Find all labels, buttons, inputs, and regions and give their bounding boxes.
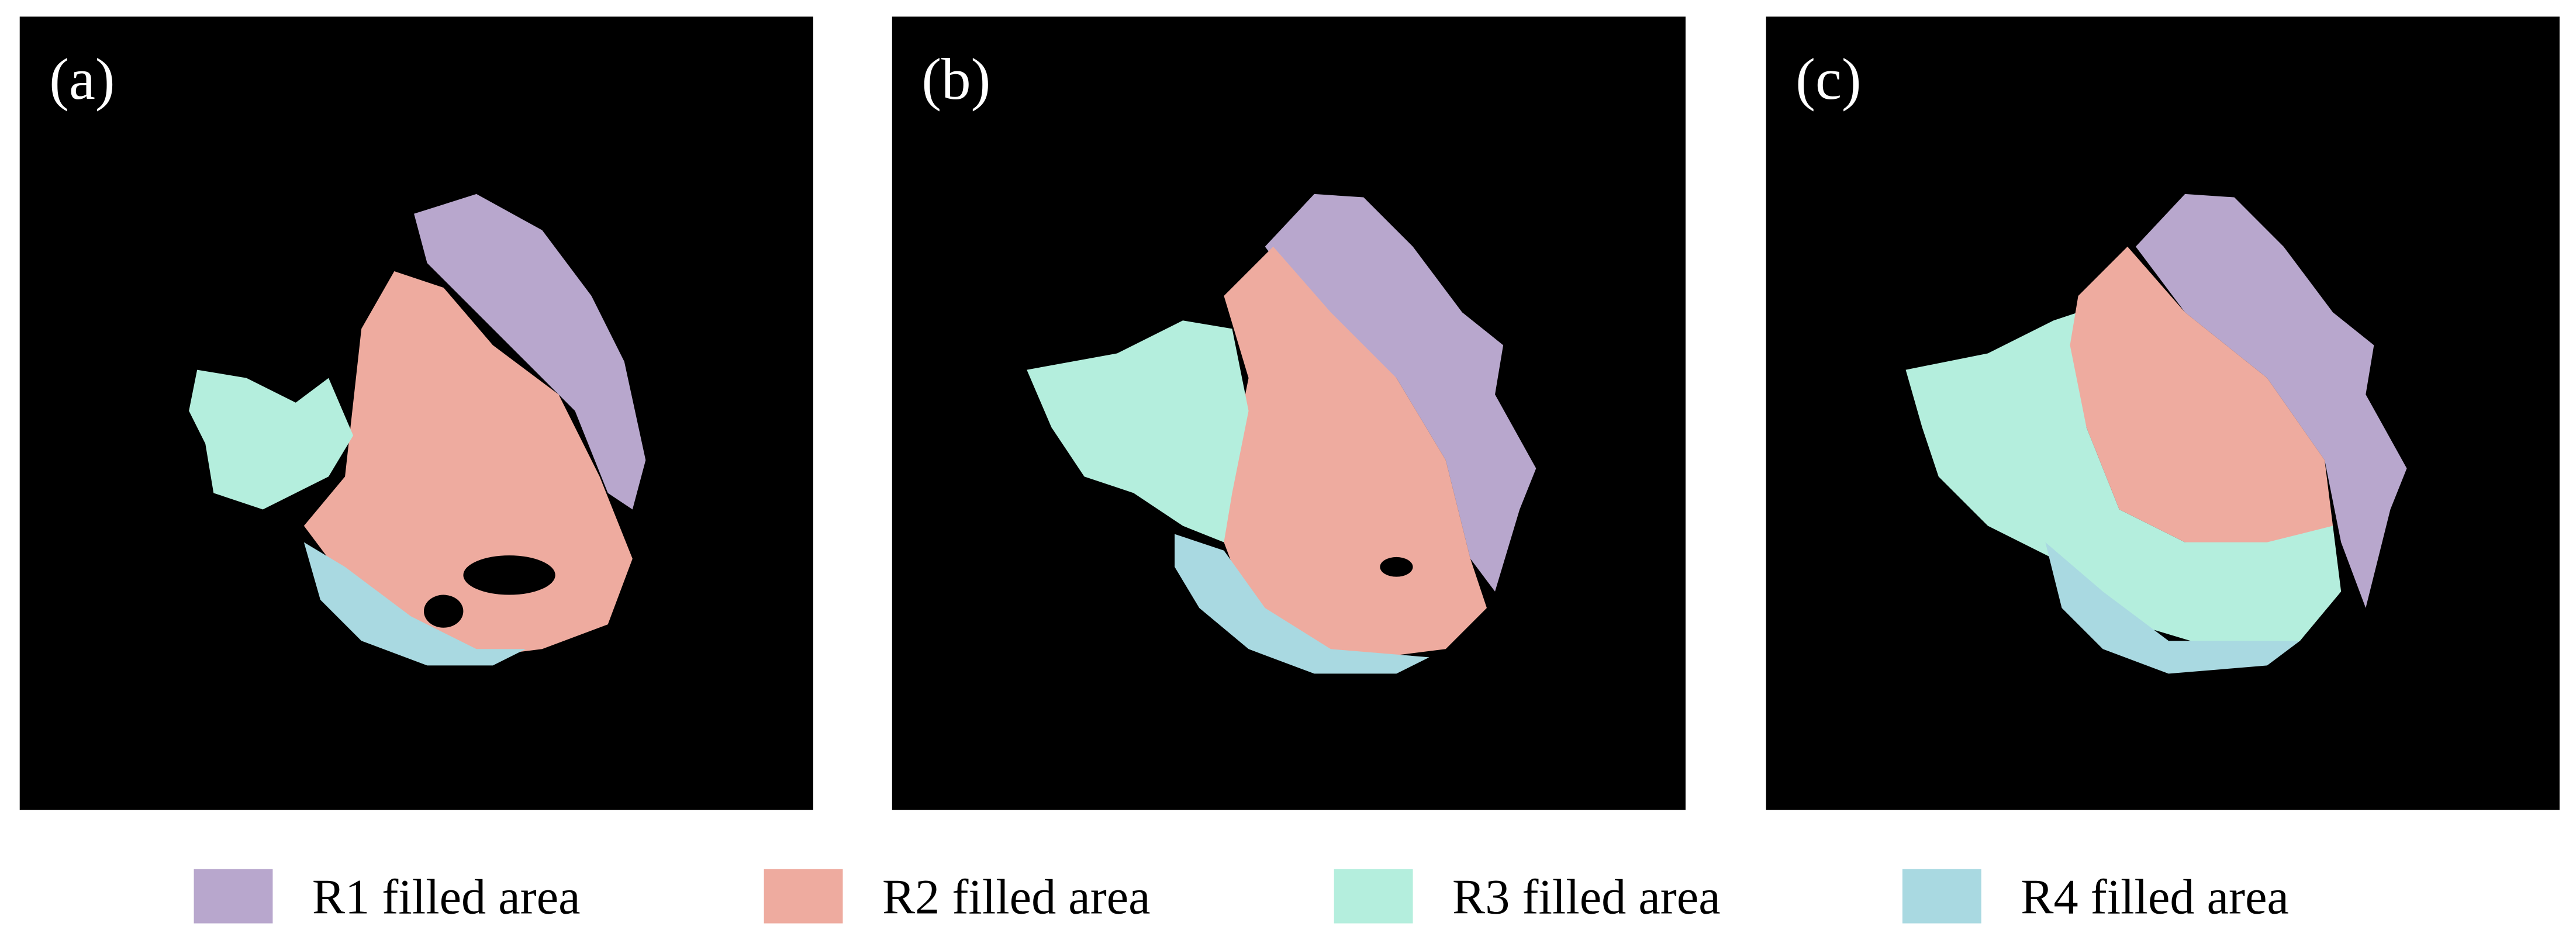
region-r1 xyxy=(414,193,646,510)
void xyxy=(463,555,555,595)
legend-label: R2 filled area xyxy=(882,870,1151,924)
legend-label: R3 filled area xyxy=(1452,870,1721,924)
region-r1 xyxy=(2135,193,2407,609)
region-r1 xyxy=(1265,193,1536,592)
legend-label: R4 filled area xyxy=(2021,870,2289,924)
legend-swatch xyxy=(194,869,273,924)
panel-label: (a) xyxy=(49,46,115,112)
legend-swatch xyxy=(1902,869,1981,924)
region-r4 xyxy=(303,542,526,666)
region-r3 xyxy=(189,369,354,510)
panel-label: (b) xyxy=(921,46,990,112)
legend-swatch xyxy=(1334,869,1413,924)
legend-label: R1 filled area xyxy=(312,870,581,924)
legend: R1 filled area R2 filled area R3 filled ar… xyxy=(194,869,2289,924)
void xyxy=(423,595,464,628)
region-r3 xyxy=(1027,320,1249,542)
panel: (c) xyxy=(1766,16,2560,810)
panel: (a) xyxy=(19,16,813,810)
legend-swatch xyxy=(764,869,843,924)
panel: (b) xyxy=(892,16,1686,810)
region-r4 xyxy=(2045,542,2300,674)
panel-label: (c) xyxy=(1795,46,1861,112)
region-r2 xyxy=(2070,246,2333,542)
region-r4 xyxy=(1175,534,1429,674)
region-r3 xyxy=(1905,312,2342,649)
region-r2 xyxy=(303,271,633,658)
region-r2 xyxy=(1224,246,1487,658)
void xyxy=(1380,557,1413,577)
